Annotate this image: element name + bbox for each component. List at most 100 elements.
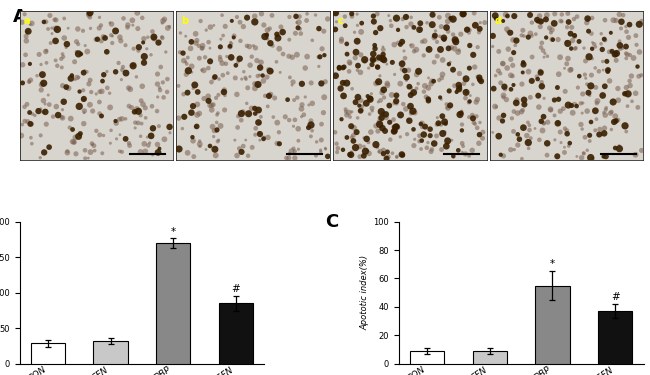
Point <box>293 25 304 31</box>
Point <box>391 98 402 104</box>
Point <box>415 26 426 32</box>
Point <box>595 126 605 132</box>
Point <box>634 49 645 55</box>
Point <box>137 83 148 89</box>
Point <box>621 55 631 61</box>
Point <box>614 38 625 44</box>
Point <box>94 132 105 138</box>
Point <box>153 40 164 46</box>
Point <box>563 102 573 108</box>
Point <box>319 94 330 100</box>
Point <box>272 120 283 126</box>
Point <box>211 152 221 158</box>
Point <box>422 140 433 146</box>
Point <box>134 44 144 50</box>
Point <box>52 26 62 32</box>
Point <box>61 84 72 90</box>
Point <box>339 93 349 99</box>
Point <box>381 115 391 121</box>
Point <box>356 29 367 35</box>
Point <box>409 24 419 30</box>
Point <box>435 94 445 100</box>
Point <box>144 140 155 146</box>
Point <box>420 124 430 130</box>
Point <box>550 137 560 143</box>
Point <box>499 92 509 98</box>
Point <box>560 88 571 94</box>
Point <box>352 67 363 73</box>
Point <box>439 35 449 41</box>
Point <box>105 140 116 146</box>
Point <box>210 146 220 152</box>
Point <box>57 115 68 121</box>
Point <box>541 34 551 40</box>
Point <box>348 132 359 138</box>
Point <box>84 81 94 87</box>
Point <box>464 153 474 159</box>
Point <box>105 20 115 26</box>
Point <box>439 129 450 135</box>
Point <box>154 146 164 152</box>
Point <box>577 110 588 116</box>
Point <box>406 92 416 98</box>
Point <box>495 152 506 158</box>
Point <box>219 87 229 93</box>
Point <box>52 63 62 69</box>
Point <box>201 147 211 153</box>
Point <box>401 77 411 83</box>
Point <box>209 134 219 140</box>
Point <box>532 76 543 82</box>
Point <box>588 39 598 45</box>
Point <box>101 49 112 55</box>
Point <box>262 74 272 80</box>
Point <box>553 96 564 102</box>
Point <box>367 105 377 111</box>
Point <box>254 107 264 113</box>
Point <box>230 75 240 81</box>
Point <box>212 127 222 133</box>
Text: c: c <box>338 16 344 26</box>
Point <box>233 59 243 65</box>
Point <box>625 22 635 28</box>
Point <box>610 145 620 151</box>
Point <box>525 127 535 133</box>
Point <box>448 153 458 159</box>
Point <box>296 114 307 120</box>
Point <box>372 144 383 150</box>
Point <box>372 11 382 17</box>
Point <box>398 16 408 22</box>
Point <box>164 124 175 130</box>
Point <box>346 109 357 115</box>
Point <box>314 26 324 32</box>
Point <box>535 24 545 30</box>
Point <box>512 110 523 116</box>
Point <box>140 105 151 111</box>
Point <box>427 12 437 18</box>
Point <box>445 59 456 65</box>
Point <box>569 33 580 39</box>
Point <box>586 72 597 78</box>
Point <box>493 133 504 139</box>
Point <box>448 32 458 38</box>
Point <box>406 103 416 109</box>
Point <box>425 133 436 139</box>
Point <box>414 27 424 33</box>
Point <box>271 59 281 65</box>
Point <box>583 90 593 96</box>
Point <box>506 147 516 153</box>
Point <box>100 35 110 41</box>
Point <box>322 16 333 22</box>
Point <box>597 58 608 64</box>
Point <box>275 69 285 75</box>
Point <box>491 16 501 22</box>
Point <box>296 81 307 87</box>
Point <box>215 57 226 63</box>
Point <box>152 71 162 77</box>
Point <box>192 89 203 95</box>
Point <box>155 87 165 93</box>
Point <box>58 54 68 60</box>
Point <box>146 133 157 139</box>
Point <box>346 149 357 155</box>
Point <box>468 52 478 58</box>
Point <box>389 42 400 48</box>
